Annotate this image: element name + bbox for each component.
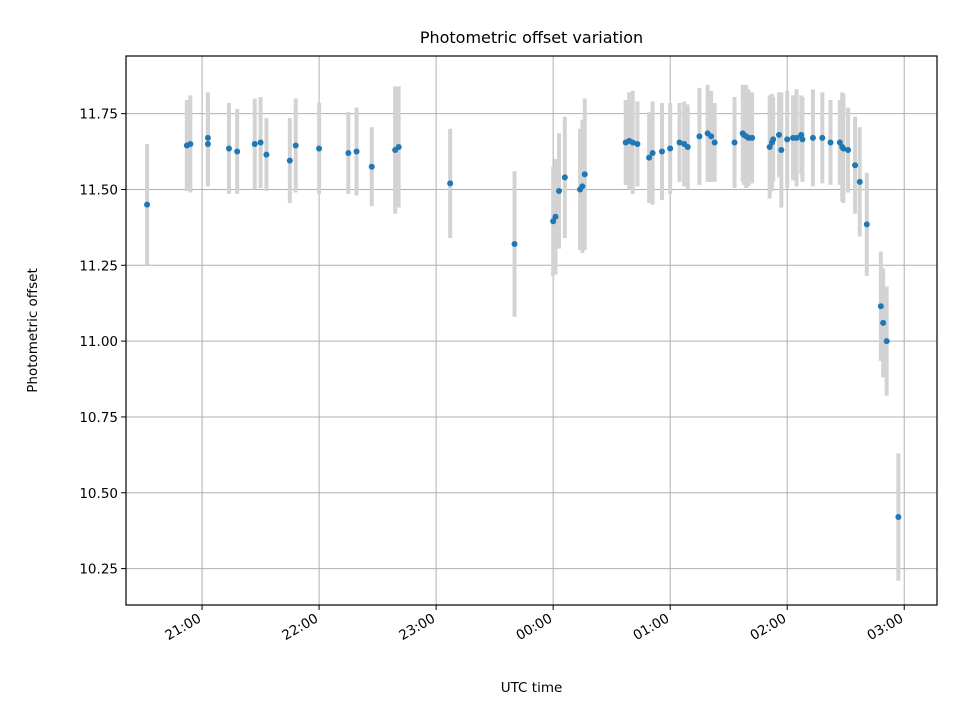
data-point	[286, 157, 293, 164]
data-point	[819, 134, 826, 141]
data-point	[204, 140, 211, 147]
data-point	[561, 174, 568, 181]
chart-title: Photometric offset variation	[420, 28, 643, 47]
x-axis-label: UTC time	[501, 680, 563, 696]
data-point	[550, 218, 557, 225]
y-tick-label: 11.25	[79, 258, 118, 274]
data-point	[798, 131, 805, 138]
y-tick-label: 10.50	[79, 486, 118, 502]
data-point	[749, 134, 756, 141]
data-point	[144, 201, 151, 208]
plot-frame	[125, 55, 938, 606]
data-point	[883, 338, 890, 345]
data-point	[799, 136, 806, 143]
data-point	[368, 163, 375, 170]
data-points	[144, 130, 902, 521]
data-point	[840, 145, 847, 152]
y-axis-label: Photometric offset	[25, 268, 41, 392]
data-point	[579, 183, 586, 190]
data-point	[511, 241, 518, 248]
y-axis-ticks: 10.25 10.50 10.75 11.00 11.25 11.50 11.75	[79, 107, 126, 578]
data-point	[204, 134, 211, 141]
y-tick-label: 11.00	[79, 334, 118, 350]
data-point	[225, 145, 232, 152]
data-point	[877, 303, 884, 310]
data-point	[447, 180, 454, 187]
data-point	[711, 139, 718, 146]
data-point	[863, 221, 870, 228]
data-point	[793, 134, 800, 141]
data-point	[696, 133, 703, 140]
data-point	[827, 139, 834, 146]
data-point	[845, 147, 852, 154]
data-point	[257, 139, 264, 146]
data-point	[731, 139, 738, 146]
data-point	[684, 143, 691, 150]
data-point	[766, 143, 773, 150]
y-tick-label: 10.25	[79, 562, 118, 578]
data-point	[234, 148, 241, 155]
y-tick-label: 11.75	[79, 107, 118, 123]
data-point	[552, 213, 559, 220]
data-point	[778, 147, 785, 154]
data-point	[856, 178, 863, 185]
data-point	[676, 139, 683, 146]
data-point	[251, 140, 258, 147]
data-point	[395, 143, 402, 150]
y-tick-label: 10.75	[79, 410, 118, 426]
data-point	[187, 140, 194, 147]
data-point	[708, 133, 715, 140]
data-point	[809, 134, 816, 141]
data-point	[292, 142, 299, 149]
data-point	[852, 162, 859, 169]
data-point	[629, 139, 636, 146]
data-point	[646, 154, 653, 161]
data-point	[316, 145, 323, 152]
y-tick-label: 11.50	[79, 182, 118, 198]
data-point	[895, 514, 902, 521]
data-point	[667, 145, 674, 152]
data-point	[353, 148, 360, 155]
data-point	[770, 136, 777, 143]
data-point	[263, 151, 270, 158]
data-point	[880, 319, 887, 326]
data-point	[784, 136, 791, 143]
data-point	[634, 140, 641, 147]
data-point	[556, 187, 563, 194]
data-point	[776, 131, 783, 138]
data-point	[345, 150, 352, 157]
data-point	[836, 139, 843, 146]
data-point	[658, 148, 665, 155]
data-point	[581, 171, 588, 178]
data-point	[649, 150, 656, 157]
